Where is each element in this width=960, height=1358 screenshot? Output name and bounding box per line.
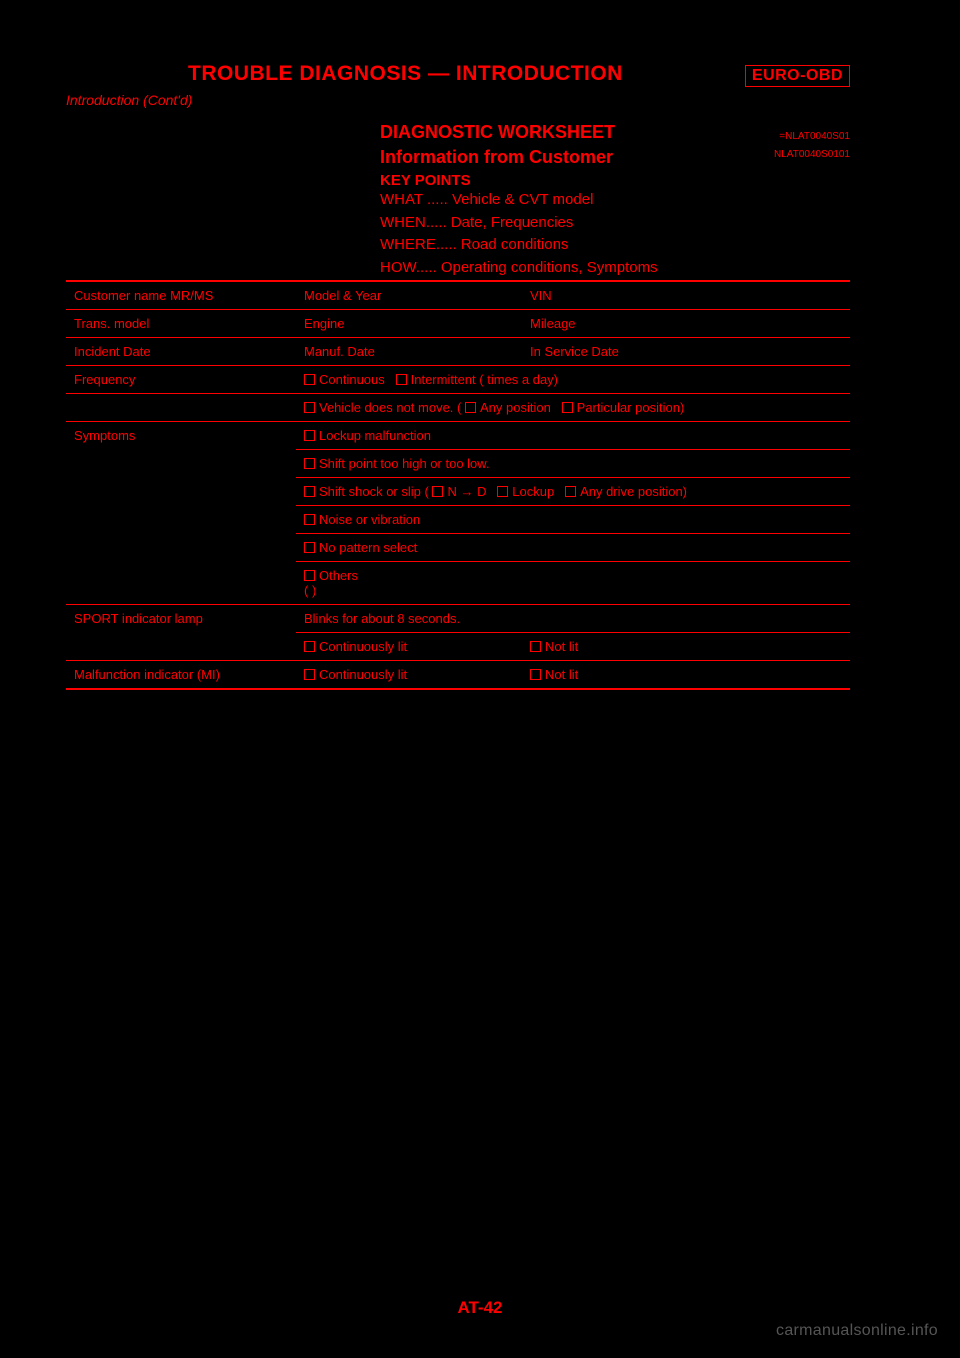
cell-noise: Noise or vibration [296, 506, 850, 534]
checkbox-icon [304, 486, 315, 497]
cell-shiftpoint: Shift point too high or too low. [296, 450, 850, 478]
cell-mi-notlit: Not lit [522, 661, 850, 690]
line-where: WHERE..... Road conditions [380, 234, 658, 257]
opt-lockup: Lockup malfunction [319, 428, 431, 443]
watermark: carmanualsonline.info [776, 1322, 938, 1340]
checkbox-icon [497, 486, 508, 497]
page-number: AT-42 [0, 1298, 960, 1318]
checkbox-icon [304, 430, 315, 441]
opt-others: Others [319, 568, 358, 583]
checkbox-icon [530, 641, 541, 652]
title-info: Information from Customer [380, 145, 658, 170]
cell-mileage: Mileage [522, 310, 850, 338]
opt-anydrive: Any drive position) [580, 484, 687, 499]
cell-vin: VIN [522, 281, 850, 310]
line-what: WHAT ..... Vehicle & CVT model [380, 189, 658, 212]
opt-continuous: Continuous [319, 372, 385, 387]
checkbox-icon [562, 402, 573, 413]
cell-frequency-options: Continuous Intermittent ( times a day) [296, 366, 850, 394]
code-b: NLAT0040S0101 [774, 146, 850, 164]
reference-codes: =NLAT0040S01 NLAT0040S0101 [774, 128, 850, 164]
checkbox-icon [565, 486, 576, 497]
opt-anypos: Any position [480, 400, 551, 415]
row-frequency: Frequency Continuous Intermittent ( time… [66, 366, 850, 394]
line-how: HOW..... Operating conditions, Symptoms [380, 257, 658, 280]
cell-sport-lit: Continuously lit [296, 633, 522, 661]
cell-service: In Service Date [522, 338, 850, 366]
cell-customer: Customer name MR/MS [66, 281, 296, 310]
opt-nd: N → D [447, 484, 486, 499]
opt-shiftpoint: Shift point too high or too low. [319, 456, 490, 471]
section-continuation: Introduction (Cont'd) [66, 92, 192, 108]
cell-blinks: Blinks for about 8 seconds. [296, 605, 850, 633]
checkbox-icon [304, 641, 315, 652]
row-sport-1: SPORT indicator lamp Blinks for about 8 … [66, 605, 850, 633]
row-incident: Incident Date Manuf. Date In Service Dat… [66, 338, 850, 366]
opt-contlit: Continuously lit [319, 639, 407, 654]
txt-shiftshock: Shift shock or slip ( [319, 484, 429, 499]
checkbox-icon [304, 669, 315, 680]
cell-trans: Trans. model [66, 310, 296, 338]
checkbox-icon [432, 486, 443, 497]
cell-nopattern: No pattern select [296, 534, 850, 562]
euro-obd-badge: EURO-OBD [745, 65, 850, 87]
cell-empty [66, 394, 296, 422]
opt-mi-notlit: Not lit [545, 667, 578, 682]
line-when: WHEN..... Date, Frequencies [380, 212, 658, 235]
checkbox-icon [304, 570, 315, 581]
opt-mi-contlit: Continuously lit [319, 667, 407, 682]
code-a: =NLAT0040S01 [774, 128, 850, 146]
cell-mi-lit: Continuously lit [296, 661, 522, 690]
checkbox-icon [396, 374, 407, 385]
cell-shiftshock: Shift shock or slip ( N → D Lockup Any d… [296, 478, 850, 506]
cell-sport-label: SPORT indicator lamp [66, 605, 296, 661]
row-symptoms-1: Symptoms Lockup malfunction [66, 422, 850, 450]
cell-manuf: Manuf. Date [296, 338, 522, 366]
checkbox-icon [465, 402, 476, 413]
row-notmove: Vehicle does not move. ( Any position Pa… [66, 394, 850, 422]
row-mi: Malfunction indicator (MI) Continuously … [66, 661, 850, 690]
cell-incident: Incident Date [66, 338, 296, 366]
checkbox-icon [530, 669, 541, 680]
cell-symptoms-label: Symptoms [66, 422, 296, 605]
checkbox-icon [304, 402, 315, 413]
txt-notmove: Vehicle does not move. ( [319, 400, 461, 415]
cell-engine: Engine [296, 310, 522, 338]
checkbox-icon [304, 542, 315, 553]
worksheet-table: Customer name MR/MS Model & Year VIN Tra… [66, 280, 850, 690]
worksheet-heading: DIAGNOSTIC WORKSHEET Information from Cu… [380, 120, 658, 279]
page: TROUBLE DIAGNOSIS — INTRODUCTION EURO-OB… [0, 0, 960, 1358]
keypoints-label: KEY POINTS [380, 172, 658, 189]
opt-nopattern: No pattern select [319, 540, 417, 555]
opt-lockup2: Lockup [512, 484, 554, 499]
header-row: TROUBLE DIAGNOSIS — INTRODUCTION EURO-OB… [66, 62, 850, 87]
checkbox-icon [304, 458, 315, 469]
cell-model-year: Model & Year [296, 281, 522, 310]
cell-notmove: Vehicle does not move. ( Any position Pa… [296, 394, 850, 422]
opt-particular: Particular position) [577, 400, 685, 415]
cell-others: Others ( ) [296, 562, 850, 605]
title-diagnostic: DIAGNOSTIC WORKSHEET [380, 120, 658, 145]
cell-lockup: Lockup malfunction [296, 422, 850, 450]
opt-noise: Noise or vibration [319, 512, 420, 527]
row-customer: Customer name MR/MS Model & Year VIN [66, 281, 850, 310]
checkbox-icon [304, 374, 315, 385]
others-paren: ( ) [304, 583, 316, 598]
checkbox-icon [304, 514, 315, 525]
cell-sport-notlit: Not lit [522, 633, 850, 661]
opt-intermittent: Intermittent ( times a day) [411, 372, 558, 387]
cell-mi-label: Malfunction indicator (MI) [66, 661, 296, 690]
page-title: TROUBLE DIAGNOSIS — INTRODUCTION [66, 62, 745, 86]
row-trans: Trans. model Engine Mileage [66, 310, 850, 338]
cell-frequency-label: Frequency [66, 366, 296, 394]
opt-notlit: Not lit [545, 639, 578, 654]
